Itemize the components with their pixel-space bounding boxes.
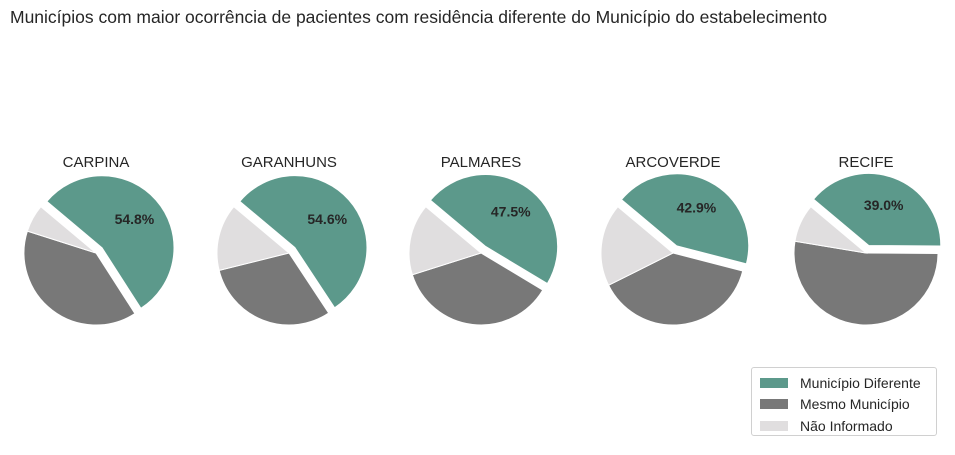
pie-value-label: 47.5%	[491, 203, 531, 219]
pie-title: RECIFE	[838, 154, 893, 171]
pie-slice-nao-informado	[26, 206, 97, 254]
legend-item-municipio-diferente: Município Diferente	[760, 372, 936, 394]
pie-garanhuns: GARANHUNS 54.6%	[216, 154, 368, 326]
legend-swatch-mesmo-municipio	[760, 399, 788, 410]
pie-slice-municipio-diferente	[620, 173, 750, 265]
pie-recife: RECIFE 39.0%	[793, 154, 942, 326]
pie-value-label: 42.9%	[677, 199, 717, 215]
legend-item-nao-informado: Não Informado	[760, 415, 936, 437]
pie-title: GARANHUNS	[241, 154, 337, 171]
pie-value-label: 54.6%	[307, 211, 347, 227]
pie-carpina: CARPINA 54.8%	[23, 154, 175, 326]
pie-slice-nao-informado	[794, 206, 868, 254]
pie-value-label: 39.0%	[864, 197, 904, 213]
pie-slice-nao-informado	[600, 206, 674, 286]
pie-slice-nao-informado	[216, 206, 291, 272]
pie-palmares: PALMARES 47.5%	[408, 154, 559, 326]
pie-slice-nao-informado	[408, 206, 483, 276]
pie-arcoverde: ARCOVERDE 42.9%	[600, 154, 750, 326]
legend-swatch-municipio-diferente	[760, 377, 788, 388]
pie-title: PALMARES	[441, 154, 522, 171]
pie-slice-mesmo-municipio	[23, 230, 136, 326]
pie-slice-mesmo-municipio	[793, 240, 939, 326]
chart-title: Municípios com maior ocorrência de pacie…	[10, 7, 828, 27]
pie-title: CARPINA	[63, 154, 130, 171]
legend-label: Mesmo Município	[800, 396, 910, 413]
pie-slice-municipio-diferente	[812, 172, 942, 247]
legend: Município Diferente Mesmo Município Não …	[751, 367, 937, 436]
legend-item-mesmo-municipio: Mesmo Município	[760, 394, 936, 416]
pie-title: ARCOVERDE	[625, 154, 720, 171]
pie-slice-mesmo-municipio	[411, 252, 544, 326]
pie-slice-mesmo-municipio	[607, 252, 744, 326]
legend-swatch-nao-informado	[760, 420, 788, 431]
pie-value-label: 54.8%	[115, 211, 155, 227]
legend-label: Não Informado	[800, 417, 893, 434]
pie-slice-municipio-diferente	[239, 175, 368, 309]
pie-slice-municipio-diferente	[46, 175, 175, 309]
pie-slice-mesmo-municipio	[218, 252, 330, 326]
legend-label: Município Diferente	[800, 374, 921, 391]
pie-slice-municipio-diferente	[429, 173, 559, 285]
